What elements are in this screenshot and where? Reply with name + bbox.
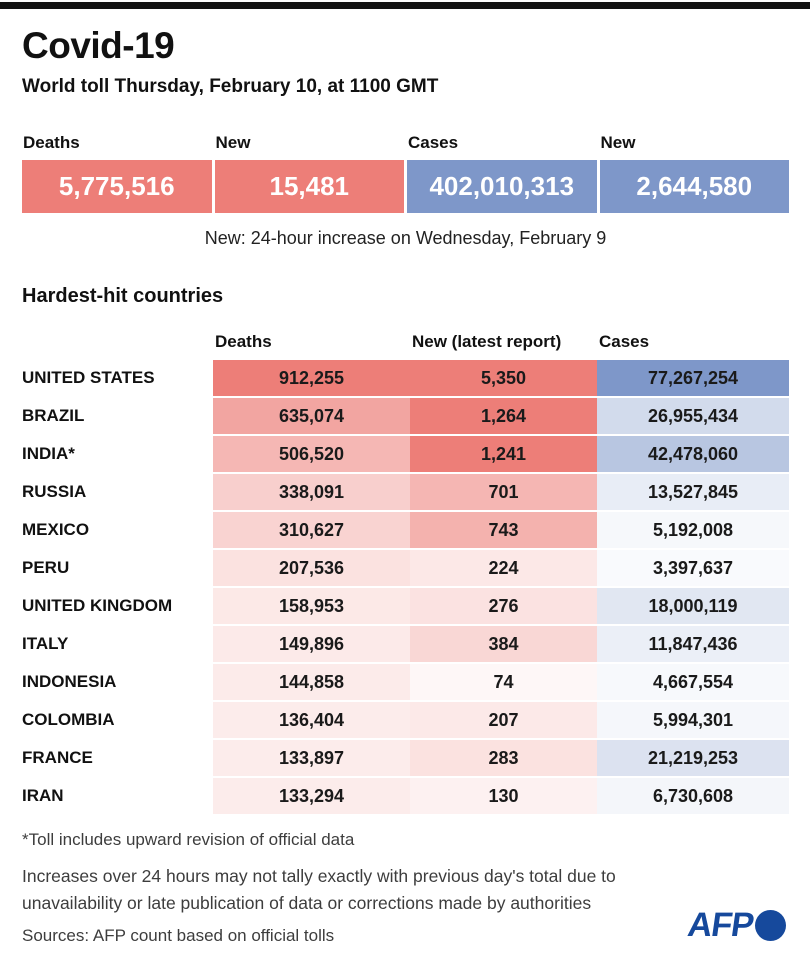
country-label: UNITED KINGDOM (22, 596, 173, 615)
summary-box-value: 5,775,516 (22, 160, 212, 213)
cases-cell: 6,730,608 (597, 778, 789, 814)
new-cell: 130 (410, 778, 597, 814)
deaths-cell: 133,897 (213, 740, 410, 776)
section-heading: Hardest-hit countries (22, 285, 224, 307)
new-cell: 384 (410, 626, 597, 662)
new-cell: 224 (410, 550, 597, 586)
new-cell: 283 (410, 740, 597, 776)
summary-box-deaths-0: Deaths 5,775,516 (22, 133, 212, 213)
summary-box-label: Deaths (23, 133, 80, 152)
table-row: UNITED KINGDOM 158,953 276 18,000,119 (22, 588, 789, 624)
deaths-cell: 506,520 (213, 436, 410, 472)
table-row: IRAN 133,294 130 6,730,608 (22, 778, 789, 814)
country-label: BRAZIL (22, 406, 85, 425)
deaths-cell: 136,404 (213, 702, 410, 738)
deaths-cell: 338,091 (213, 474, 410, 510)
column-header-deaths: Deaths (215, 332, 272, 351)
summary-box-new-3: New 2,644,580 (599, 133, 789, 213)
summary-box-label: New (600, 133, 636, 152)
country-label: FRANCE (22, 748, 93, 767)
deaths-cell: 158,953 (213, 588, 410, 624)
new-cell: 207 (410, 702, 597, 738)
table-row: PERU 207,536 224 3,397,637 (22, 550, 789, 586)
new-cell: 743 (410, 512, 597, 548)
summary-box-new-1: New 15,481 (214, 133, 404, 213)
country-label: INDONESIA (22, 672, 117, 691)
summary-box-label: New (215, 133, 251, 152)
new-cell: 5,350 (410, 360, 597, 396)
top-bar (0, 2, 810, 9)
country-label: MEXICO (22, 520, 90, 539)
summary-note: New: 24-hour increase on Wednesday, Febr… (204, 228, 607, 248)
afp-globe-icon (755, 909, 786, 941)
deaths-cell: 207,536 (213, 550, 410, 586)
cases-cell: 42,478,060 (597, 436, 789, 472)
country-label: COLOMBIA (22, 710, 115, 729)
afp-logo-text: AFP (685, 906, 756, 944)
cases-cell: 11,847,436 (597, 626, 789, 662)
cases-cell: 5,994,301 (597, 702, 789, 738)
afp-logo: AFP (685, 906, 786, 944)
new-cell: 701 (410, 474, 597, 510)
cases-cell: 26,955,434 (597, 398, 789, 434)
summary-box-cases-2: Cases 402,010,313 (407, 133, 597, 213)
table-row: UNITED STATES 912,255 5,350 77,267,254 (22, 360, 789, 396)
cases-cell: 4,667,554 (597, 664, 789, 700)
cases-cell: 13,527,845 (597, 474, 789, 510)
deaths-cell: 635,074 (213, 398, 410, 434)
cases-cell: 3,397,637 (597, 550, 789, 586)
table-row: INDONESIA 144,858 74 4,667,554 (22, 664, 789, 700)
country-label: PERU (22, 558, 70, 577)
table-row: RUSSIA 338,091 701 13,527,845 (22, 474, 789, 510)
table-header: Deaths New (latest report) Cases (22, 332, 789, 360)
new-cell: 74 (410, 664, 597, 700)
summary-box-value: 2,644,580 (599, 160, 789, 213)
summary-box-value: 402,010,313 (407, 160, 597, 213)
deaths-cell: 912,255 (213, 360, 410, 396)
table-row: COLOMBIA 136,404 207 5,994,301 (22, 702, 789, 738)
table-row: INDIA* 506,520 1,241 42,478,060 (22, 436, 789, 472)
deaths-cell: 310,627 (213, 512, 410, 548)
country-label: IRAN (22, 786, 64, 805)
summary-box-label: Cases (408, 133, 459, 152)
sources-line: Sources: AFP count based on official tol… (22, 926, 335, 946)
column-header-new: New (latest report) (412, 332, 562, 351)
column-header-spacer (22, 332, 213, 360)
country-table: UNITED STATES 912,255 5,350 77,267,254 BRAZI… (22, 360, 789, 814)
country-label: UNITED STATES (22, 368, 155, 387)
page-subtitle: World toll Thursday, February 10, at 110… (22, 76, 439, 97)
column-header-cases: Cases (599, 332, 650, 351)
deaths-cell: 133,294 (213, 778, 410, 814)
cases-cell: 77,267,254 (597, 360, 789, 396)
cases-cell: 5,192,008 (597, 512, 789, 548)
summary-box-value: 15,481 (214, 160, 404, 213)
new-cell: 276 (410, 588, 597, 624)
page-title: Covid-19 (22, 25, 175, 66)
deaths-cell: 149,896 (213, 626, 410, 662)
country-label: INDIA* (22, 444, 75, 463)
table-row: MEXICO 310,627 743 5,192,008 (22, 512, 789, 548)
cases-cell: 21,219,253 (597, 740, 789, 776)
deaths-cell: 144,858 (213, 664, 410, 700)
footnote-increases: Increases over 24 hours may not tally ex… (22, 866, 616, 914)
world-summary-boxes: Deaths 5,775,516 New 15,481 Cases 402,010,313… (22, 133, 789, 213)
cases-cell: 18,000,119 (597, 588, 789, 624)
country-label: ITALY (22, 634, 69, 653)
new-cell: 1,241 (410, 436, 597, 472)
table-row: ITALY 149,896 384 11,847,436 (22, 626, 789, 662)
table-row: BRAZIL 635,074 1,264 26,955,434 (22, 398, 789, 434)
new-cell: 1,264 (410, 398, 597, 434)
footnote-revision: *Toll includes upward revision of offici… (22, 830, 355, 849)
table-row: FRANCE 133,897 283 21,219,253 (22, 740, 789, 776)
country-label: RUSSIA (22, 482, 87, 501)
